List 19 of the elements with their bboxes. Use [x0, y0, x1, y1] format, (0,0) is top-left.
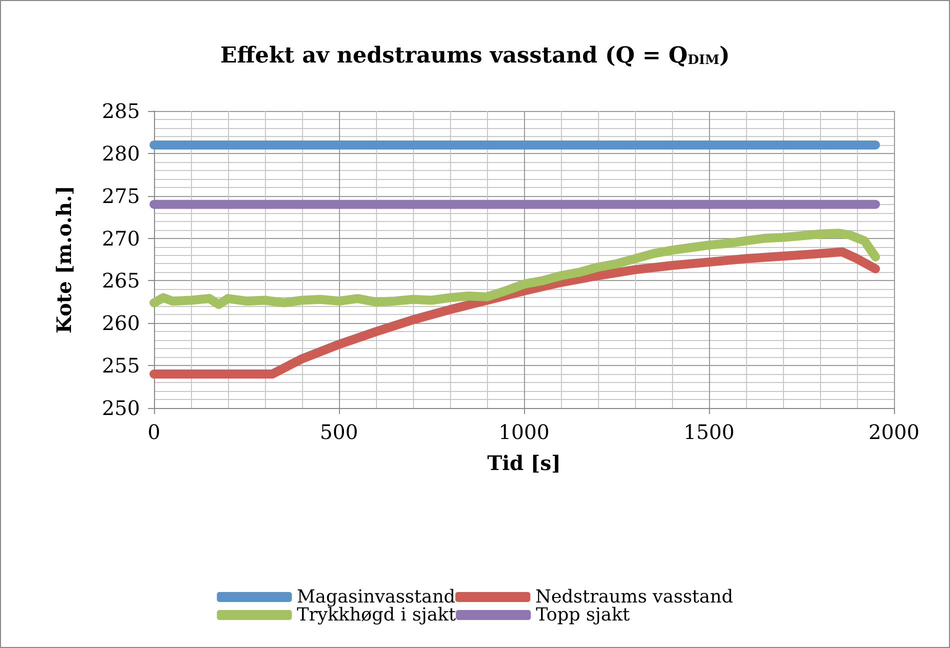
legend-label: Nedstraums vasstand — [535, 586, 734, 608]
legend-label: Magasinvasstand — [296, 586, 456, 608]
x-axis-title: Tid [s] — [487, 451, 561, 475]
x-tick-label: 500 — [320, 420, 358, 444]
y-tick-label: 280 — [102, 141, 140, 166]
legend-label: Topp sjakt — [536, 604, 630, 626]
x-tick-label: 0 — [148, 420, 160, 444]
y-tick-label: 260 — [102, 311, 140, 336]
y-axis-title: Kote [m.o.h.] — [52, 186, 76, 334]
y-tick-label: 285 — [102, 99, 140, 123]
y-tick-label: 255 — [102, 354, 140, 378]
y-tick-label: 265 — [102, 268, 140, 293]
y-tick-label: 250 — [102, 396, 140, 420]
y-tick-label: 275 — [102, 184, 140, 208]
chart-title: Effekt av nedstraums vasstand (Q = QDIM) — [220, 42, 730, 68]
x-tick-label: 1000 — [498, 420, 550, 444]
y-tick-label: 270 — [102, 226, 140, 250]
x-tick-label: 1500 — [684, 420, 734, 444]
x-tick-label: 2000 — [868, 420, 920, 444]
